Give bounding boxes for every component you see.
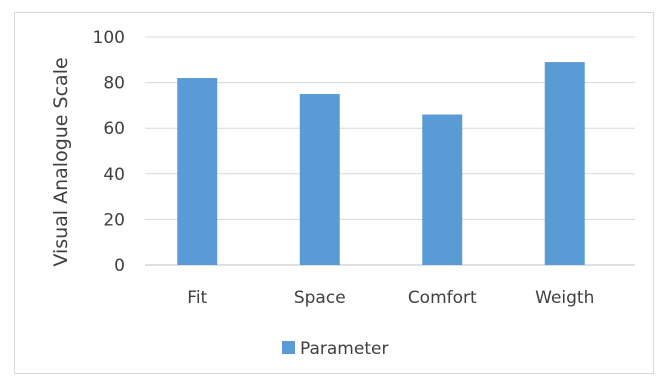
legend-label: Parameter [300, 339, 388, 359]
x-category-labels: Fit Space Comfort Weigth [187, 288, 594, 308]
x-category-label: Fit [187, 288, 207, 308]
bar-fit [177, 78, 218, 265]
y-tick-label: 100 [93, 28, 125, 48]
y-tick-label: 0 [114, 256, 125, 276]
bar-weigth [544, 62, 585, 265]
y-tick-labels: 0 20 40 60 80 100 [93, 28, 125, 276]
legend-swatch [282, 341, 295, 354]
y-tick-label: 40 [103, 165, 125, 185]
bars [177, 62, 585, 266]
x-category-label: Space [294, 288, 346, 308]
y-tick-label: 20 [103, 210, 125, 230]
y-tick-label: 80 [103, 74, 125, 94]
x-category-label: Weigth [535, 288, 594, 308]
legend: Parameter [282, 339, 388, 359]
y-axis-label: Visual Analogue Scale [50, 57, 72, 266]
bar-comfort [422, 114, 463, 266]
x-category-label: Comfort [408, 288, 477, 308]
y-tick-label: 60 [103, 119, 125, 139]
bar-space [299, 94, 340, 265]
